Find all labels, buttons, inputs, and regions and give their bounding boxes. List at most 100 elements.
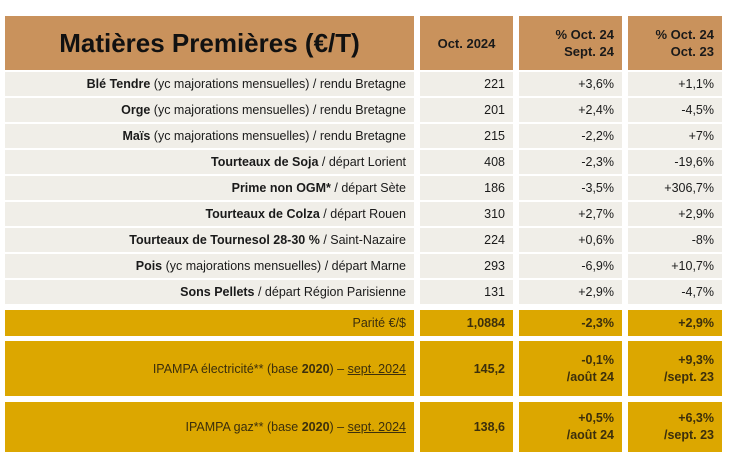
ipampa-label: IPAMPA gaz** (base 2020) – sept. 2024 (5, 402, 414, 452)
cell-text: / départ Sète (330, 181, 406, 195)
row-yearly-change: -19,6% (628, 150, 722, 174)
row-monthly-change: +2,7% (519, 202, 622, 226)
cell-text: Parité €/$ (352, 316, 406, 330)
cell-text: 221 (484, 77, 505, 91)
parite-label: Parité €/$ (5, 310, 414, 336)
cell-text: +7% (688, 129, 714, 143)
row-monthly-change: +2,9% (519, 280, 622, 304)
cell-text: 2020 (301, 361, 330, 376)
cell-text: IPAMPA gaz** (base (185, 420, 302, 434)
cell-text: Oct. 23 (670, 44, 714, 59)
ipampa-date-link[interactable]: sept. 2024 (347, 361, 406, 376)
cell-text: Sons Pellets (180, 285, 255, 299)
ipampa-yearly-change: +9,3% /sept. 23 (628, 341, 722, 396)
cell-text: +2,9% (678, 316, 714, 330)
cell-text: Tourteaux de Colza (205, 207, 320, 221)
row-value: 293 (420, 254, 513, 278)
row-label: Blé Tendre (yc majorations mensuelles) /… (5, 72, 414, 96)
cell-text: (yc majorations mensuelles) / rendu Bret… (150, 77, 406, 91)
row-monthly-change: -6,9% (519, 254, 622, 278)
row-yearly-change: +2,9% (628, 202, 722, 226)
cell-text: ) – (329, 361, 348, 376)
row-value: 201 (420, 98, 513, 122)
row-monthly-change: +2,4% (519, 98, 622, 122)
cell-text: Blé Tendre (yc majorations mensuelles) /… (87, 77, 406, 91)
cell-text: +3,6% (578, 77, 614, 91)
cell-text: Tourteaux de Soja / départ Lorient (211, 155, 406, 169)
cell-text: Orge (yc majorations mensuelles) / rendu… (121, 103, 406, 117)
row-yearly-change: +7% (628, 124, 722, 148)
row-label: Tourteaux de Soja / départ Lorient (5, 150, 414, 174)
row-label: Tourteaux de Colza / départ Rouen (5, 202, 414, 226)
cell-text: -0,1% (581, 352, 614, 367)
cell-text: 408 (484, 155, 505, 169)
cell-text: Sons Pellets / départ Région Parisienne (180, 285, 406, 299)
cell-text: / départ Région Parisienne (254, 285, 406, 299)
row-yearly-change: -8% (628, 228, 722, 252)
cell-text: 186 (484, 181, 505, 195)
cell-text: /sept. 23 (663, 428, 714, 442)
cell-text: -4,7% (681, 285, 714, 299)
row-value: 224 (420, 228, 513, 252)
cell-text: 2020 (301, 420, 330, 434)
row-monthly-change: +3,6% (519, 72, 622, 96)
cell-text: +0,5% (578, 411, 614, 425)
cell-text: Maïs (122, 129, 151, 143)
cell-text: +2,7% (578, 207, 614, 221)
cell-text: +9,3% (678, 352, 714, 367)
row-yearly-change: +306,7% (628, 176, 722, 200)
cell-text: +2,4% (578, 103, 614, 117)
header-yearly-change: % Oct. 24 Oct. 23 (628, 16, 722, 70)
cell-text: 138,6 (473, 420, 505, 434)
cell-text: 224 (484, 233, 505, 247)
cell-text: 201 (484, 103, 505, 117)
ipampa-monthly-change: +0,5% /août 24 (519, 402, 622, 452)
row-yearly-change: +1,1% (628, 72, 722, 96)
cell-text: +2,9% (678, 207, 714, 221)
ipampa-label: IPAMPA électricité** (base 2020) – sept.… (5, 341, 414, 396)
row-value: 215 (420, 124, 513, 148)
header-monthly-change: % Oct. 24 Sept. 24 (519, 16, 622, 70)
cell-text: Pois (135, 259, 163, 273)
cell-text: Orge (121, 103, 151, 117)
cell-text: IPAMPA gaz** (base 2020) – sept. 2024 (185, 420, 406, 434)
parite-monthly-change: -2,3% (519, 310, 622, 336)
ipampa-yearly-change: +6,3% /sept. 23 (628, 402, 722, 452)
cell-text: 1,0884 (466, 316, 505, 330)
cell-text: (yc majorations mensuelles) / départ Mar… (162, 259, 406, 273)
row-monthly-change: -3,5% (519, 176, 622, 200)
cell-text: +2,9% (578, 285, 614, 299)
row-label: Pois (yc majorations mensuelles) / dépar… (5, 254, 414, 278)
row-label: Sons Pellets / départ Région Parisienne (5, 280, 414, 304)
cell-text: / Saint-Nazaire (319, 233, 406, 247)
row-value: 408 (420, 150, 513, 174)
cell-text: /août 24 (566, 428, 614, 442)
cell-text: +1,1% (678, 77, 714, 91)
cell-text: -4,5% (681, 103, 714, 117)
cell-text: +0,6% (578, 233, 614, 247)
row-label: Maïs (yc majorations mensuelles) / rendu… (5, 124, 414, 148)
cell-text: 215 (484, 129, 505, 143)
row-value: 131 (420, 280, 513, 304)
raw-materials-table: Matières Premières (€/T) Oct. 2024 % Oct… (5, 16, 722, 452)
row-yearly-change: -4,5% (628, 98, 722, 122)
ipampa-date-link[interactable]: sept. 2024 (347, 420, 406, 434)
cell-text: +306,7% (664, 181, 714, 195)
cell-text: Blé Tendre (86, 77, 151, 91)
cell-text: /août 24 (566, 369, 614, 384)
cell-text: / départ Rouen (319, 207, 406, 221)
cell-text: Tourteaux de Tournesol 28-30 % (129, 233, 320, 247)
cell-text: Prime non OGM* (231, 181, 331, 195)
row-yearly-change: -4,7% (628, 280, 722, 304)
cell-text: -6,9% (581, 259, 614, 273)
cell-text: 293 (484, 259, 505, 273)
cell-text: IPAMPA électricité** (base (152, 361, 302, 376)
row-yearly-change: +10,7% (628, 254, 722, 278)
ipampa-value: 138,6 (420, 402, 513, 452)
cell-text: % Oct. 24 (555, 27, 614, 42)
cell-text: /sept. 23 (663, 369, 714, 384)
cell-text: ) – (329, 420, 348, 434)
parite-yearly-change: +2,9% (628, 310, 722, 336)
cell-text: / départ Lorient (318, 155, 406, 169)
cell-text: 145,2 (473, 361, 505, 376)
